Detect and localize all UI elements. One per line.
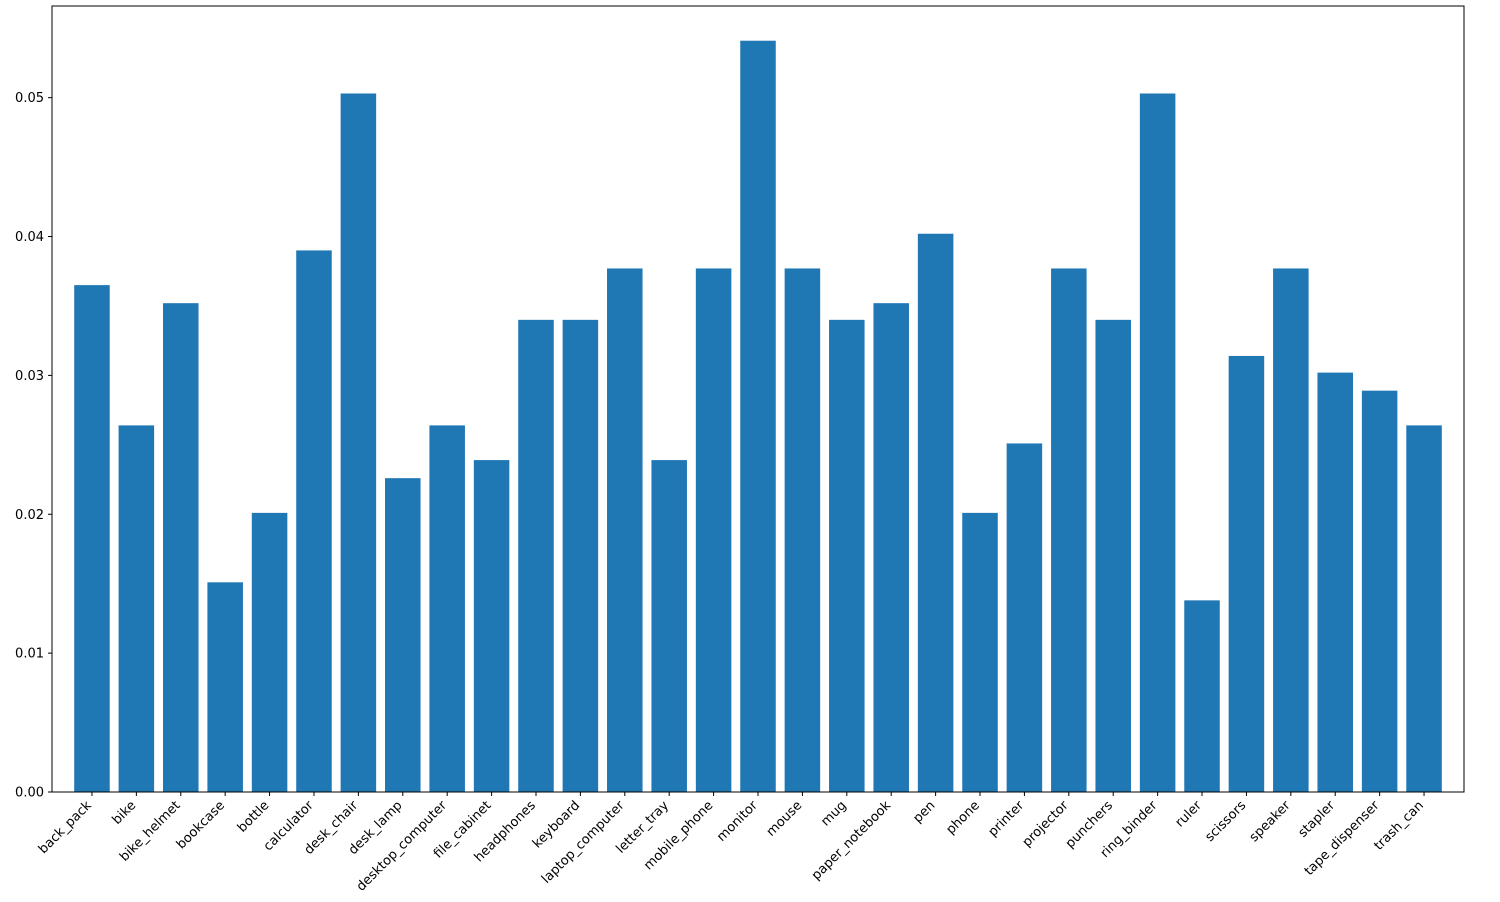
bar-keyboard	[562, 319, 599, 792]
bar-mouse	[784, 268, 821, 793]
y-tick-label: 0.05	[15, 91, 44, 106]
y-tick-label: 0.03	[15, 369, 44, 384]
x-tick-label-pen: pen	[911, 798, 939, 826]
x-tick-label-bike: bike	[110, 798, 140, 828]
x-tick-label-tape_dispenser: tape_dispenser	[1302, 798, 1383, 879]
x-tick-label-back_pack: back_pack	[36, 798, 95, 857]
bar-printer	[1006, 443, 1043, 792]
x-tick-label-bottle: bottle	[235, 798, 272, 835]
y-tick-label: 0.02	[15, 508, 44, 523]
x-tick-label-speaker: speaker	[1247, 798, 1294, 845]
bar-paper_notebook	[873, 303, 909, 792]
x-tick-label-scissors: scissors	[1202, 798, 1249, 845]
x-tick-label-phone: phone	[943, 798, 982, 837]
bar-bike_helmet	[163, 303, 199, 792]
bars-layer	[74, 40, 1442, 793]
bar-file_cabinet	[473, 460, 510, 792]
y-axis-ticks: 0.00 0.01 0.02 0.03 0.04 0.05	[15, 91, 52, 801]
bar-mug	[829, 319, 865, 792]
x-tick-label-laptop_computer: laptop_computer	[539, 798, 628, 887]
y-tick-label: 0.01	[15, 647, 44, 662]
x-tick-label-printer: printer	[986, 798, 1028, 840]
bar-ruler	[1184, 600, 1220, 792]
y-tick-label: 0.00	[15, 786, 44, 801]
bar-calculator	[296, 250, 332, 792]
bar-letter_tray	[651, 460, 687, 792]
bar-scissors	[1228, 355, 1265, 792]
x-tick-label-stapler: stapler	[1296, 798, 1339, 841]
bar-phone	[962, 512, 998, 792]
bar-monitor	[740, 40, 776, 793]
x-tick-label-bookcase: bookcase	[174, 798, 228, 852]
bar-tape_dispenser	[1361, 390, 1398, 792]
bar-ring_binder	[1139, 93, 1176, 793]
bar-bike	[118, 425, 155, 792]
bar-desk_lamp	[385, 478, 421, 792]
bar-punchers	[1095, 319, 1131, 792]
y-tick-label: 0.04	[15, 230, 44, 245]
x-tick-label-paper_notebook: paper_notebook	[809, 798, 894, 883]
bar-mobile_phone	[695, 268, 732, 793]
bar-desk_chair	[340, 93, 377, 793]
x-tick-label-mouse: mouse	[764, 798, 805, 839]
bar-pen	[917, 233, 954, 792]
bar-desktop_computer	[429, 425, 465, 792]
bar-laptop_computer	[607, 268, 643, 793]
x-tick-label-ruler: ruler	[1173, 798, 1206, 831]
bar-bottle	[251, 512, 288, 792]
bar-stapler	[1317, 372, 1353, 792]
bar-back_pack	[74, 285, 110, 792]
bar-projector	[1051, 268, 1087, 793]
x-tick-label-monitor: monitor	[714, 798, 761, 845]
x-tick-label-mug: mug	[818, 798, 849, 829]
bar-speaker	[1273, 268, 1309, 793]
bar-bookcase	[207, 582, 243, 792]
bar-trash_can	[1406, 425, 1442, 792]
bar-headphones	[518, 319, 554, 792]
